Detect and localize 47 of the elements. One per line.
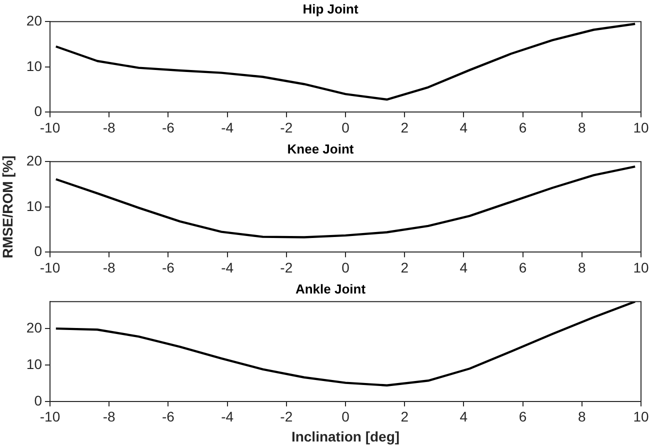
x-tick-label: -10 xyxy=(40,259,60,276)
x-tick-label: -2 xyxy=(280,408,293,425)
x-tick-label: 8 xyxy=(578,119,586,136)
x-tick-label: 6 xyxy=(518,259,527,276)
y-tick-label: 20 xyxy=(26,319,42,336)
y-tick-label: 0 xyxy=(34,392,42,408)
y-tick-label: 10 xyxy=(26,198,42,214)
x-tick-label: 0 xyxy=(342,119,350,136)
y-tick-label: 0 xyxy=(34,103,42,120)
x-tick-label: -8 xyxy=(102,119,116,136)
x-tick-label: 4 xyxy=(460,408,468,425)
y-tick-label: 0 xyxy=(34,243,42,260)
x-tick-label: -4 xyxy=(221,408,234,425)
x-axis-title: Inclination [deg] xyxy=(291,428,400,444)
x-tick-label: 8 xyxy=(578,408,586,425)
chart-title: Ankle Joint xyxy=(295,281,366,296)
y-axis-title: RMSE/ROM [%] xyxy=(0,156,16,258)
x-tick-label: -6 xyxy=(162,408,175,425)
x-tick-label: 4 xyxy=(460,259,468,276)
x-tick-label: 6 xyxy=(518,119,527,136)
x-tick-label: 2 xyxy=(400,119,409,136)
y-tick-label: 20 xyxy=(26,12,42,28)
x-tick-label: 10 xyxy=(633,408,649,425)
x-tick-label: -10 xyxy=(40,119,60,136)
x-tick-label: 8 xyxy=(578,259,586,276)
y-tick-label: 10 xyxy=(26,58,42,74)
x-tick-label: 0 xyxy=(342,259,350,276)
y-tick-label: 10 xyxy=(26,356,42,372)
x-tick-label: -8 xyxy=(102,408,116,425)
chart-title: Hip Joint xyxy=(302,1,359,16)
y-tick-label: 20 xyxy=(26,152,42,168)
x-tick-label: -4 xyxy=(221,119,234,136)
x-tick-label: 10 xyxy=(633,259,649,276)
x-tick-label: -4 xyxy=(221,259,234,276)
x-tick-label: 10 xyxy=(633,119,649,136)
x-tick-label: 6 xyxy=(518,408,527,425)
x-tick-label: -2 xyxy=(280,119,293,136)
x-tick-label: -2 xyxy=(280,259,293,276)
x-tick-label: -6 xyxy=(162,259,175,276)
x-tick-label: 2 xyxy=(400,408,409,425)
x-tick-label: -10 xyxy=(40,408,60,425)
x-tick-label: 0 xyxy=(342,408,350,425)
x-tick-label: 4 xyxy=(460,119,468,136)
x-tick-label: -6 xyxy=(162,119,175,136)
x-tick-label: -8 xyxy=(102,259,116,276)
x-tick-label: 2 xyxy=(400,259,409,276)
chart-title: Knee Joint xyxy=(287,141,354,156)
